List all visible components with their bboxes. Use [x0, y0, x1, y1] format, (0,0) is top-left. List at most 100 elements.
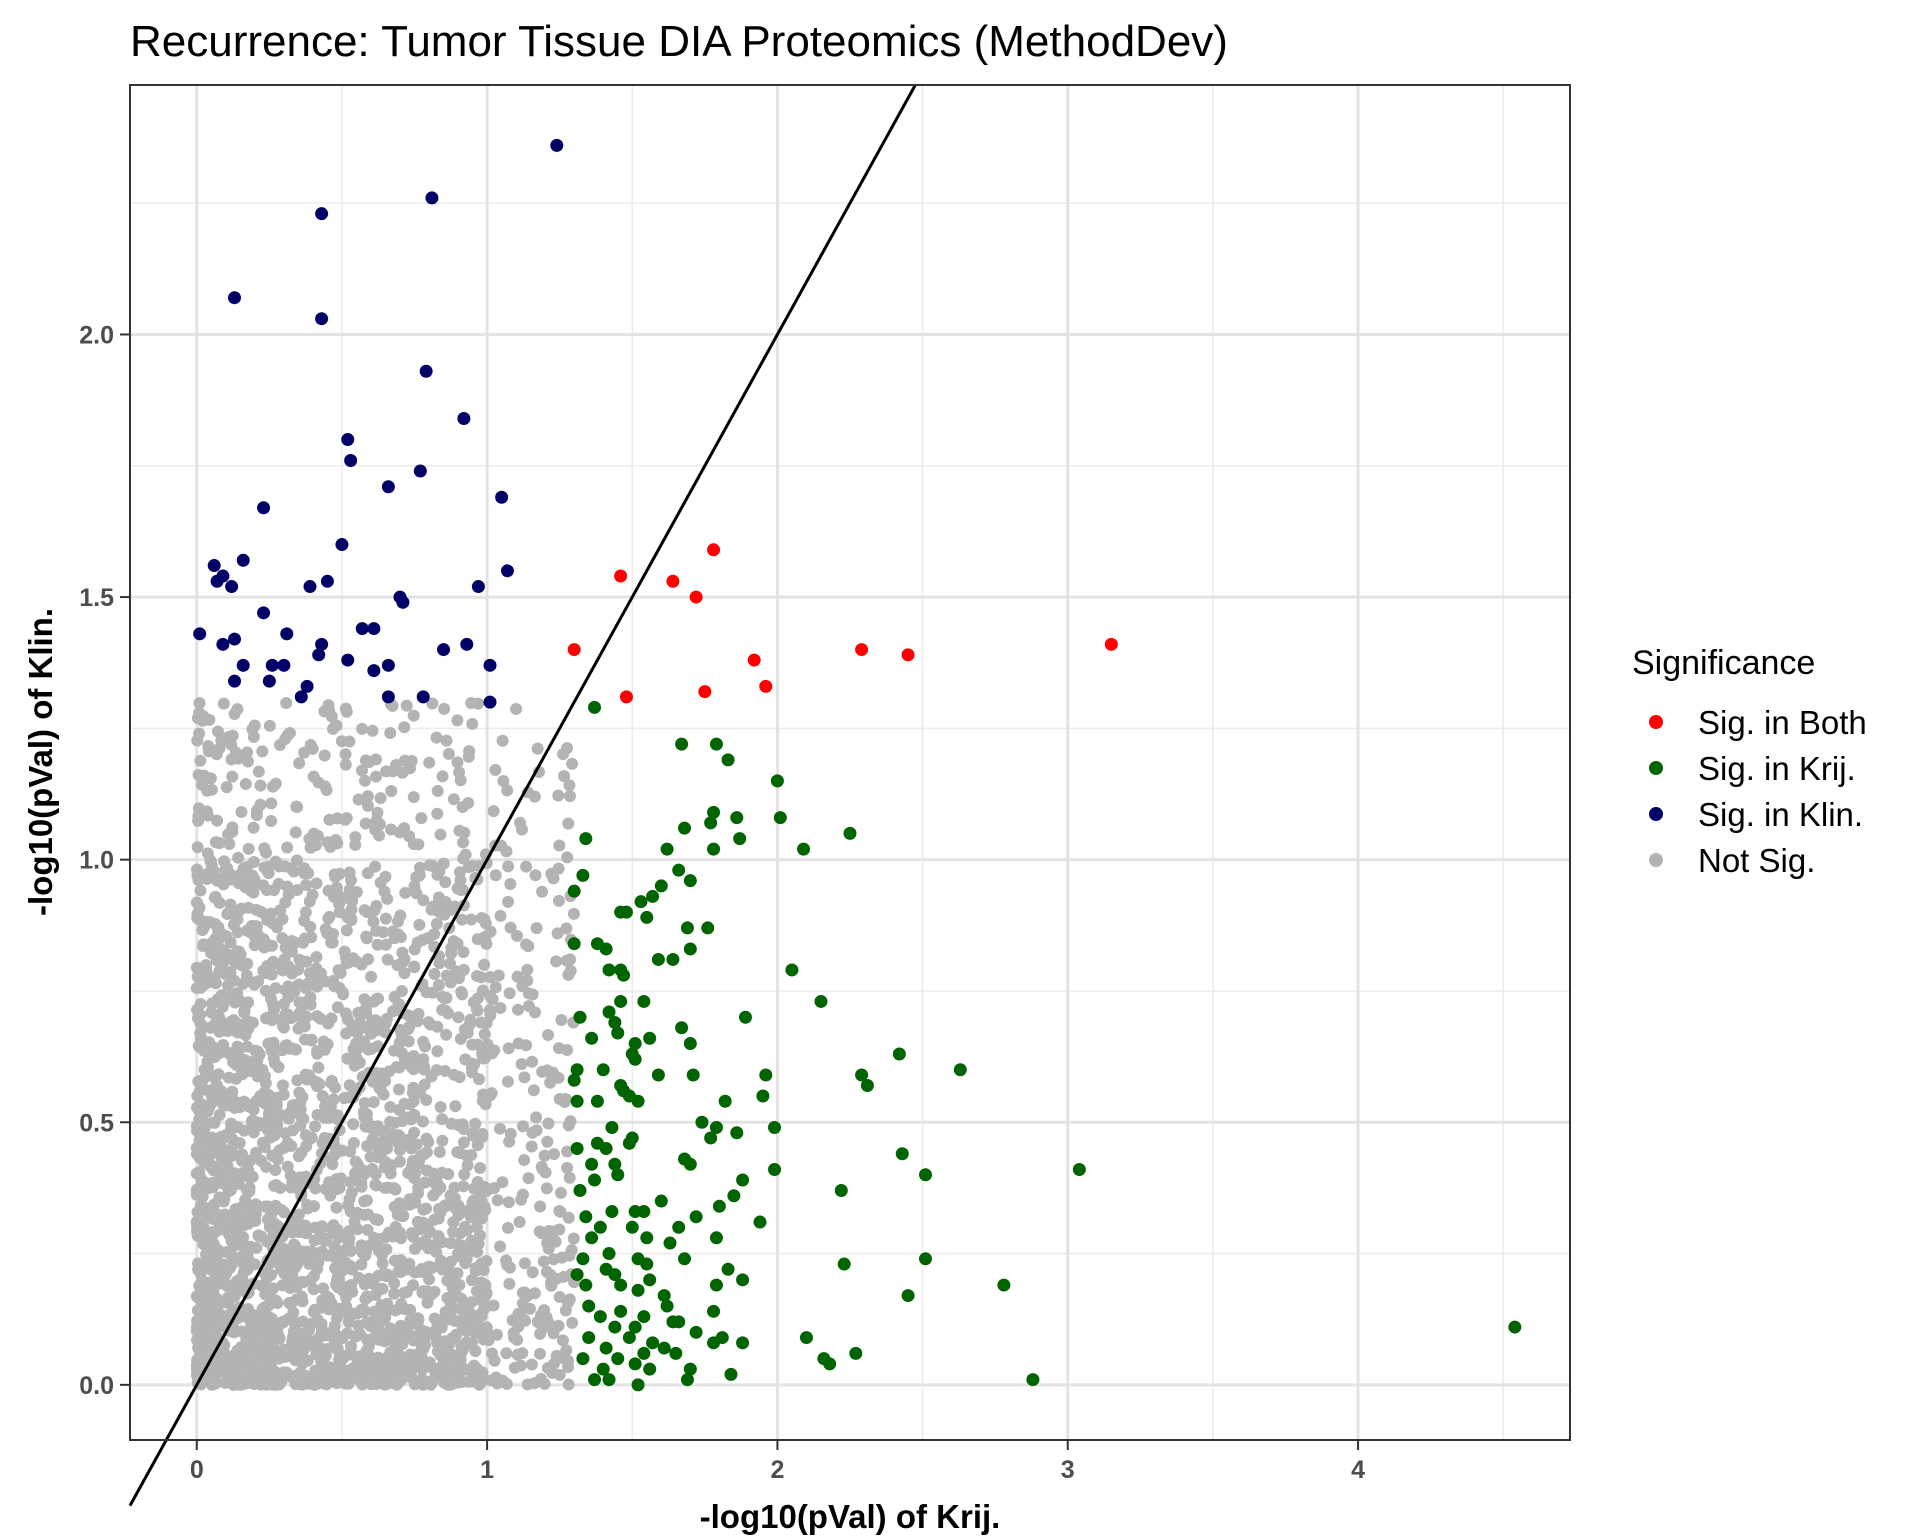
point-not-sig [439, 1305, 452, 1318]
point-not-sig [393, 1155, 406, 1168]
point-sig-in-both [567, 643, 581, 657]
series-sig-in-krij [567, 700, 1522, 1392]
point-sig-in-klin [312, 648, 326, 662]
point-not-sig [444, 1255, 457, 1268]
point-not-sig [453, 866, 466, 879]
point-not-sig [550, 1349, 563, 1362]
x-tick-label: 1 [480, 1456, 494, 1484]
point-sig-in-klin [419, 364, 433, 378]
point-sig-in-klin [277, 658, 291, 672]
point-sig-in-krij [654, 879, 668, 893]
point-not-sig [214, 1308, 227, 1321]
x-axis-label: -log10(pVal) of Krij. [700, 1498, 1001, 1535]
point-not-sig [359, 817, 372, 830]
point-not-sig [330, 881, 343, 894]
point-not-sig [287, 865, 300, 878]
point-sig-in-krij [675, 1021, 689, 1035]
point-not-sig [351, 1054, 364, 1067]
point-not-sig [246, 723, 259, 736]
point-sig-in-krij [753, 1215, 767, 1229]
point-sig-in-krij [602, 1373, 616, 1387]
point-not-sig [200, 1288, 213, 1301]
point-not-sig [303, 1069, 316, 1082]
point-sig-in-krij [759, 1068, 773, 1082]
point-not-sig [310, 950, 323, 963]
point-not-sig [190, 1290, 203, 1303]
point-not-sig [298, 746, 311, 759]
point-not-sig [424, 1018, 437, 1031]
point-not-sig [279, 1039, 292, 1052]
point-not-sig [454, 1227, 467, 1240]
point-not-sig [305, 1033, 318, 1046]
point-not-sig [345, 1023, 358, 1036]
point-not-sig [548, 1148, 561, 1161]
point-not-sig [299, 1219, 312, 1232]
point-sig-in-klin [210, 574, 224, 588]
point-not-sig [516, 980, 529, 993]
point-not-sig [551, 927, 564, 940]
point-not-sig [371, 992, 384, 1005]
point-not-sig [455, 986, 468, 999]
point-sig-in-krij [567, 937, 581, 951]
point-sig-in-klin [228, 674, 242, 688]
point-not-sig [259, 984, 272, 997]
point-sig-in-krij [576, 1252, 590, 1266]
point-not-sig [343, 866, 356, 879]
point-not-sig [384, 1115, 397, 1128]
point-sig-in-krij [593, 1220, 607, 1234]
point-not-sig [411, 1315, 424, 1328]
point-not-sig [234, 868, 247, 881]
point-not-sig [429, 1330, 442, 1343]
point-not-sig [315, 1342, 328, 1355]
point-not-sig [291, 854, 304, 867]
point-not-sig [191, 869, 204, 882]
point-sig-in-krij [843, 826, 857, 840]
point-not-sig [437, 1364, 450, 1377]
point-not-sig [428, 1176, 441, 1189]
point-not-sig [328, 1240, 341, 1253]
point-not-sig [339, 748, 352, 761]
point-not-sig [512, 1037, 525, 1050]
point-not-sig [491, 1328, 504, 1341]
point-sig-in-krij [666, 1315, 680, 1329]
point-not-sig [366, 1315, 379, 1328]
point-sig-in-krij [599, 942, 613, 956]
point-sig-in-krij [1072, 1163, 1086, 1177]
point-sig-in-krij [860, 1078, 874, 1092]
point-not-sig [503, 1277, 516, 1290]
point-not-sig [561, 1161, 574, 1174]
point-not-sig [287, 1325, 300, 1338]
point-sig-in-krij [686, 1068, 700, 1082]
point-sig-in-klin [257, 501, 271, 515]
point-sig-in-klin [236, 658, 250, 672]
y-tick-label: 1.0 [79, 847, 114, 875]
point-sig-in-krij [588, 1173, 602, 1187]
point-not-sig [270, 1179, 283, 1192]
point-not-sig [242, 1302, 255, 1315]
point-not-sig [194, 1017, 207, 1030]
point-not-sig [254, 798, 267, 811]
point-not-sig [455, 1339, 468, 1352]
point-not-sig [483, 1004, 496, 1017]
point-sig-in-klin [483, 658, 497, 672]
point-not-sig [224, 966, 237, 979]
point-not-sig [260, 883, 273, 896]
point-sig-in-krij [643, 1031, 657, 1045]
point-not-sig [504, 1127, 517, 1140]
point-not-sig [375, 1268, 388, 1281]
point-sig-in-klin [257, 606, 271, 620]
point-not-sig [544, 1268, 557, 1281]
point-not-sig [388, 1287, 401, 1300]
point-not-sig [317, 1035, 330, 1048]
point-not-sig [365, 970, 378, 983]
point-not-sig [518, 1286, 531, 1299]
point-not-sig [465, 1296, 478, 1309]
point-not-sig [407, 791, 420, 804]
point-sig-in-krij [637, 1346, 651, 1360]
point-not-sig [213, 837, 226, 850]
point-sig-in-krij [628, 1357, 642, 1371]
point-not-sig [518, 1257, 531, 1270]
point-not-sig [204, 854, 217, 867]
point-not-sig [453, 1071, 466, 1084]
point-not-sig [558, 770, 571, 783]
